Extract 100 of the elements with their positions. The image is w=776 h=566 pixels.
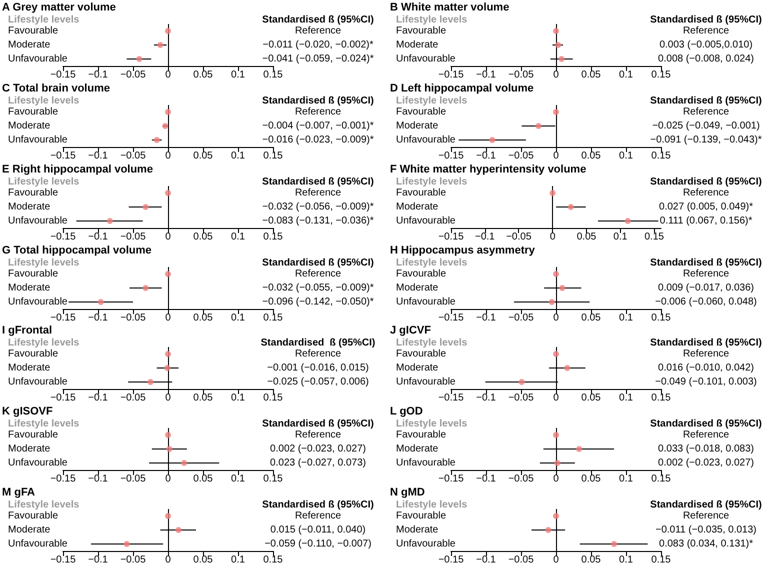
x-tick-label: −0.1	[88, 150, 108, 162]
x-tick-label: 0.05	[581, 70, 602, 80]
x-tick-label: −0.05	[506, 231, 532, 242]
text: Reference	[294, 26, 342, 36]
x-tick-label: −0.1	[476, 474, 496, 485]
x-tick-label: −0.15	[438, 554, 464, 566]
x-tick-label: −0.1	[476, 312, 496, 324]
annotation: −0.059 (−0.110, −0.007)	[264, 538, 372, 550]
x-tick-label: 0.15	[263, 70, 284, 80]
y-tick-label: Unfavourable	[8, 296, 68, 308]
x-tick-label: 0.05	[581, 392, 602, 404]
x-tick-label: 0.15	[263, 231, 284, 242]
y-axis-title: Lifestyle levels	[8, 418, 80, 430]
x-tick-label: 0	[553, 554, 560, 566]
annotation: −0.025 (−0.057, 0.006)	[267, 376, 369, 388]
x-tick-label: −0.15	[438, 474, 464, 485]
text: Reference	[682, 106, 730, 118]
y-axis-title: Lifestyle levels	[396, 257, 468, 268]
x-tick-label: 0.15	[263, 312, 284, 324]
x-tick-label: 0	[165, 392, 172, 404]
y-tick-label: Unfavourable	[8, 458, 68, 469]
x-tick-label: 0	[553, 150, 560, 162]
y-tick-label: Favourable	[396, 510, 446, 522]
x-tick-label: 0.05	[193, 312, 214, 324]
x-tick-label: −0.15	[438, 150, 464, 162]
y-tick-label: Favourable	[8, 510, 58, 522]
y-tick-label: Unfavourable	[396, 296, 456, 308]
x-tick-label: −0.05	[508, 554, 534, 566]
annotation: −0.011 (−0.020, −0.002)*	[262, 40, 374, 50]
x-tick-label: −0.05	[120, 392, 146, 404]
y-tick-label: Favourable	[8, 187, 58, 198]
annotation: −0.004 (−0.007, −0.001)*	[262, 120, 374, 132]
annotation: Standardised ß (95%CI)	[262, 176, 374, 188]
annotation: Standardised ß (95%CI)	[262, 418, 374, 430]
text: Reference	[682, 430, 730, 441]
x-tick-label: 0.05	[581, 150, 602, 162]
annotation: 0.015 (−0.011, 0.040)	[270, 524, 366, 536]
x-tick-label: 0	[165, 70, 172, 80]
y-tick-label: Favourable	[396, 106, 446, 118]
x-tick-label: 0	[165, 474, 172, 485]
annotation: −0.032 (−0.055, −0.009)*	[262, 282, 374, 294]
y-tick-label: Moderate	[396, 444, 439, 455]
x-tick-label: −0.05	[120, 312, 146, 324]
y-axis-title: Lifestyle levels	[8, 14, 80, 26]
annotation: Standardised ß (95%CI)	[650, 176, 762, 188]
x-tick-label: −0.05	[120, 70, 146, 80]
y-tick-label: Unfavourable	[8, 134, 68, 146]
annotation: 0.027 (0.005, 0.049)*	[659, 201, 754, 212]
x-tick-label: −0.1	[476, 554, 496, 566]
annotation: 0.002 (−0.023, 0.027)	[658, 458, 754, 469]
x-tick-label: 0.1	[231, 474, 246, 485]
y-tick-label: Unfavourable	[8, 538, 68, 550]
chart-title: M gFA	[2, 486, 36, 499]
x-tick-label: −0.05	[120, 231, 146, 242]
y-tick-label: Moderate	[8, 120, 51, 132]
y-tick-label: Moderate	[396, 282, 439, 294]
chart-title: D Left hippocampal volume	[390, 82, 534, 94]
y-axis-title: Lifestyle levels	[396, 176, 468, 188]
chart-title: N gMD	[390, 486, 425, 499]
x-tick-label: 0.05	[581, 474, 602, 485]
y-tick-label: Favourable	[396, 26, 446, 36]
y-tick-label: Moderate	[396, 524, 439, 536]
x-tick-label: 0.1	[619, 312, 634, 324]
text: Reference	[294, 106, 342, 118]
x-tick-label: 0.05	[581, 312, 602, 324]
chart-title: J gICVF	[390, 324, 432, 337]
x-tick-label: 0.05	[193, 392, 214, 404]
chart-title: G Total hippocampal volume	[2, 244, 152, 256]
x-tick-label: −0.1	[88, 554, 108, 566]
y-axis-title: Lifestyle levels	[396, 418, 468, 430]
x-tick-label: 0.1	[619, 150, 634, 162]
x-tick-label: −0.15	[50, 392, 76, 404]
annotation: 0.016 (−0.010, 0.042)	[658, 362, 754, 374]
y-tick-label: Favourable	[396, 348, 446, 360]
x-tick-label: 0	[553, 312, 560, 324]
text: Reference	[682, 510, 730, 522]
annotation: Standardised ß (95%CI)	[650, 500, 762, 511]
x-tick-label: 0.1	[231, 312, 246, 324]
annotation: −0.091 (−0.139, −0.043)*	[650, 134, 762, 146]
y-tick-label: Unfavourable	[396, 458, 456, 469]
x-tick-label: −0.1	[476, 70, 496, 80]
chart-title: H Hippocampus asymmetry	[390, 244, 536, 256]
text: Reference	[682, 268, 730, 280]
x-tick-label: −0.15	[438, 312, 464, 324]
x-tick-label: 0	[553, 474, 560, 485]
x-tick-label: 0.1	[619, 554, 634, 566]
annotation: Standardised ß (95%CI)	[650, 95, 762, 106]
y-tick-label: Unfavourable	[8, 54, 68, 64]
x-tick-label: −0.1	[88, 474, 108, 485]
y-tick-label: Moderate	[8, 40, 51, 50]
annotation: Standardised ß (95%CI)	[262, 500, 374, 511]
y-axis-title: Lifestyle levels	[8, 176, 80, 188]
chart-title: C Total brain volume	[2, 82, 110, 94]
x-tick-label: 0	[165, 150, 172, 162]
y-axis-title: Lifestyle levels	[396, 338, 468, 349]
annotation: Standardised ß (95%CI)	[650, 418, 762, 430]
annotation: Standardised ß (95%CI)	[650, 338, 762, 349]
x-tick-label: 0.1	[231, 70, 246, 80]
annotation: −0.041 (−0.059, −0.024)*	[262, 54, 374, 64]
x-tick-label: −0.1	[88, 392, 108, 404]
